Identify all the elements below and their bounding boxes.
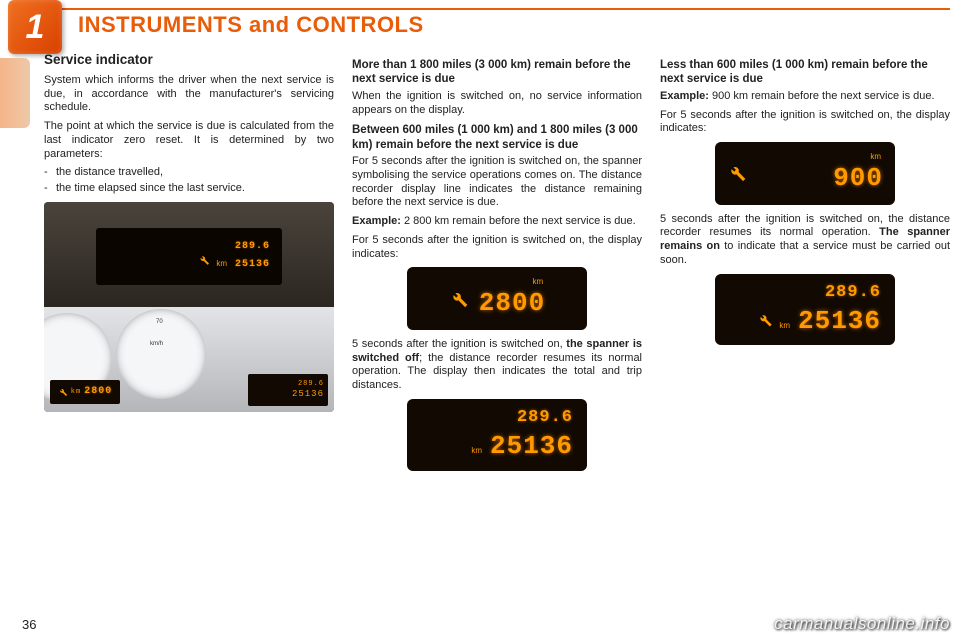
gauge-kmh: km/h — [150, 341, 163, 349]
col3-sub1: Less than 600 miles (1 000 km) remain be… — [660, 58, 950, 87]
mini-right-total: 25136 — [292, 389, 324, 400]
page-number: 36 — [22, 617, 36, 632]
disp3-km: km — [870, 152, 881, 162]
col1-p1: System which informs the driver when the… — [44, 74, 334, 115]
header-rule — [44, 8, 950, 10]
col1-li2: the time elapsed since the last service. — [44, 182, 334, 196]
mini-right-trip: 289.6 — [298, 380, 324, 389]
page-title: INSTRUMENTS and CONTROLS — [78, 12, 424, 38]
mini-left-val: 2800 — [84, 386, 112, 399]
disp4-total: 25136 — [798, 305, 881, 338]
display-900: km 900 — [715, 142, 895, 205]
wrench-icon — [198, 254, 210, 266]
dash-bottom-panel: 70 km/h km 2800 289.6 25136 — [44, 307, 334, 412]
col2-sub1: More than 1 800 miles (3 000 km) remain … — [352, 58, 642, 87]
chapter-badge: 1 — [8, 0, 62, 54]
col2-p2: For 5 seconds after the ignition is swit… — [352, 155, 642, 210]
col3-p1: Example: 900 km remain before the next s… — [660, 90, 950, 104]
disp3-val: 900 — [833, 162, 883, 195]
disp1-val: 2800 — [479, 287, 545, 320]
col2-sub2: Between 600 miles (1 000 km) and 1 800 m… — [352, 123, 642, 152]
column-1: Service indicator System which informs t… — [44, 52, 334, 610]
disp4-km: km — [779, 321, 790, 331]
dash-mini-left: km 2800 — [50, 380, 120, 404]
dash-top-total: 25136 — [235, 259, 270, 272]
dash-mini-right: 289.6 25136 — [248, 374, 328, 406]
dash-top-screen: 289.6 km 25136 — [96, 228, 282, 285]
col1-p2: The point at which the service is due is… — [44, 120, 334, 161]
column-3: Less than 600 miles (1 000 km) remain be… — [660, 52, 950, 610]
service-indicator-heading: Service indicator — [44, 52, 334, 69]
content-area: Service indicator System which informs t… — [44, 52, 950, 610]
dash-top-trip: 289.6 — [235, 241, 270, 254]
dash-top-km: km — [216, 259, 227, 269]
example-label-2: Example: — [660, 90, 709, 102]
gauge-speed: 70 km/h — [116, 309, 206, 399]
disp2-total: 25136 — [490, 430, 573, 463]
side-tab — [0, 58, 30, 128]
chapter-number: 1 — [26, 8, 45, 47]
wrench-icon — [58, 387, 68, 397]
col2-p1: When the ignition is switched on, no ser… — [352, 90, 642, 118]
col3-p3: 5 seconds after the ignition is switched… — [660, 213, 950, 268]
col2-p3b: 2 800 km remain before the next service … — [401, 215, 636, 227]
wrench-icon — [449, 289, 469, 309]
col2-p5a: 5 seconds after the ignition is switched… — [352, 338, 566, 350]
col2-p5: 5 seconds after the ignition is switched… — [352, 338, 642, 393]
disp4-trip: 289.6 — [825, 282, 881, 303]
example-label: Example: — [352, 215, 401, 227]
mini-left-km: km — [71, 388, 81, 397]
disp2-trip: 289.6 — [517, 407, 573, 428]
display-2800: km 2800 — [407, 267, 587, 330]
col3-p1b: 900 km remain before the next service is… — [709, 90, 935, 102]
wrench-icon — [757, 312, 773, 328]
col1-list: the distance travelled, the time elapsed… — [44, 166, 334, 196]
disp2-km: km — [471, 446, 482, 456]
wrench-icon — [727, 163, 747, 183]
gauge-70: 70 — [156, 319, 163, 327]
col2-p3: Example: 2 800 km remain before the next… — [352, 215, 642, 229]
col3-p2: For 5 seconds after the ignition is swit… — [660, 109, 950, 137]
col2-p4: For 5 seconds after the ignition is swit… — [352, 234, 642, 262]
column-2: More than 1 800 miles (3 000 km) remain … — [352, 52, 642, 610]
dashboard-photo: 289.6 km 25136 70 km/h — [44, 202, 334, 412]
display-trip-total-spanner: 289.6 km 25136 — [715, 274, 895, 346]
disp1-km: km — [533, 277, 544, 287]
col1-li1: the distance travelled, — [44, 166, 334, 180]
watermark: carmanualsonline.info — [774, 614, 950, 634]
display-trip-total: 289.6 km 25136 — [407, 399, 587, 471]
dash-top-panel: 289.6 km 25136 — [44, 202, 334, 307]
